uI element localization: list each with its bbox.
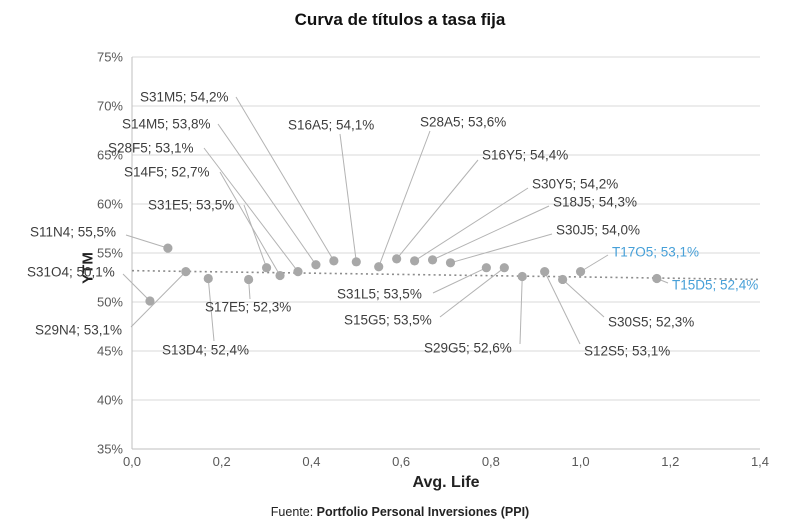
leader-line-S31E5 xyxy=(243,204,268,268)
leader-line-S16A5 xyxy=(339,133,357,262)
y-tick-label: 35% xyxy=(97,442,123,457)
data-point-S31L5 xyxy=(481,263,491,273)
point-label-S16A5: S16A5; 54,1% xyxy=(288,118,374,133)
source-prefix: Fuente: xyxy=(270,505,314,519)
point-label-S31E5: S31E5; 53,5% xyxy=(148,198,234,213)
point-label-S30Y5: S30Y5; 54,2% xyxy=(532,177,618,192)
data-point-S17E5 xyxy=(244,274,254,285)
x-tick-label: 1,4 xyxy=(751,454,769,469)
point-label-S14F5: S14F5; 52,7% xyxy=(124,165,210,180)
y-tick-label: 50% xyxy=(97,295,123,310)
data-point-S30J5 xyxy=(445,258,456,268)
y-tick-label: 75% xyxy=(97,50,123,65)
point-label-S30J5: S30J5; 54,0% xyxy=(556,223,640,238)
point-label-S29N4: S29N4; 53,1% xyxy=(35,323,122,338)
data-point-S29N4 xyxy=(181,267,191,277)
point-label-S15G5: S15G5; 53,5% xyxy=(344,313,432,328)
x-tick-label: 1,0 xyxy=(572,454,590,469)
point-label-S31L5: S31L5; 53,5% xyxy=(337,287,422,302)
leader-line-S16Y5 xyxy=(396,159,479,260)
leader-line-S14F5 xyxy=(219,171,281,276)
leader-line-S29G5 xyxy=(519,276,523,345)
leader-line-S30S5 xyxy=(562,279,605,318)
data-point-S30S5 xyxy=(558,274,568,285)
point-label-S31M5: S31M5; 54,2% xyxy=(140,90,229,105)
data-point-S31E5 xyxy=(261,263,272,273)
data-point-S18J5 xyxy=(427,255,438,265)
point-label-S11N4: S11N4; 55,5% xyxy=(30,225,116,240)
data-point-S16A5 xyxy=(351,257,361,267)
x-tick-label: 0,6 xyxy=(392,454,410,469)
point-label-S29G5: S29G5; 52,6% xyxy=(424,341,512,356)
data-point-S31M5 xyxy=(329,256,339,266)
x-tick-label: 0,8 xyxy=(482,454,500,469)
leader-line-S31M5 xyxy=(235,96,335,262)
point-label-S13D4: S13D4; 52,4% xyxy=(162,343,249,358)
data-point-T15D5 xyxy=(652,273,662,284)
data-point-S29G5 xyxy=(517,271,527,282)
data-point-S31O4 xyxy=(145,296,155,306)
chart-title: Curva de títulos a tasa fija xyxy=(294,10,506,29)
point-label-S31O4: S31O4; 50,1% xyxy=(27,265,115,280)
point-label-S12S5: S12S5; 53,1% xyxy=(584,344,670,359)
leader-line-S30J5 xyxy=(450,233,553,264)
leader-line-S31O4 xyxy=(122,273,151,302)
leader-line-T17O5 xyxy=(580,254,609,273)
y-tick-label: 45% xyxy=(97,344,123,359)
trendline xyxy=(131,269,761,281)
point-label-S17E5: S17E5; 52,3% xyxy=(205,300,291,315)
leader-line-S11N4 xyxy=(125,234,169,249)
data-point-S28F5 xyxy=(293,267,303,277)
data-point-T17O5 xyxy=(575,267,586,277)
x-axis-title: Avg. Life xyxy=(412,474,480,491)
source-name: Portfolio Personal Inversiones (PPI) xyxy=(316,505,530,519)
point-label-T17O5: T17O5; 53,1% xyxy=(612,245,699,260)
source-footer: Fuente: Portfolio Personal Inversiones (… xyxy=(0,505,800,519)
data-point-S16Y5 xyxy=(392,254,402,264)
point-label-S30S5: S30S5; 52,3% xyxy=(608,315,694,330)
data-point-S12S5 xyxy=(540,267,550,277)
point-label-S14M5: S14M5; 53,8% xyxy=(122,117,211,132)
point-label-S28A5: S28A5; 53,6% xyxy=(420,115,506,130)
x-tick-label: 1,2 xyxy=(661,454,679,469)
point-label-S18J5: S18J5; 54,3% xyxy=(553,195,637,210)
data-point-S14M5 xyxy=(311,260,321,270)
leader-line-S15G5 xyxy=(439,267,505,318)
leader-line-S14M5 xyxy=(217,123,317,266)
point-label-T15D5: T15D5; 52,4% xyxy=(672,278,758,293)
data-point-S15G5 xyxy=(499,263,509,273)
data-point-S30Y5 xyxy=(410,256,420,266)
data-point-S11N4 xyxy=(163,243,173,253)
y-tick-label: 60% xyxy=(97,197,123,212)
x-tick-label: 0,0 xyxy=(123,454,141,469)
leader-line-S29N4 xyxy=(130,271,187,328)
point-label-S28F5: S28F5; 53,1% xyxy=(108,141,194,156)
leader-line-S13D4 xyxy=(207,278,215,342)
x-tick-label: 0,4 xyxy=(302,454,320,469)
y-tick-label: 55% xyxy=(97,246,123,261)
y-tick-label: 70% xyxy=(97,99,123,114)
data-point-S28A5 xyxy=(374,262,384,272)
leader-line-S28F5 xyxy=(203,147,299,272)
leader-line-S12S5 xyxy=(544,271,581,345)
x-tick-label: 0,2 xyxy=(213,454,231,469)
leader-line-S18J5 xyxy=(432,205,550,261)
data-point-S13D4 xyxy=(203,273,213,284)
y-tick-label: 65% xyxy=(97,148,123,163)
leader-line-S28A5 xyxy=(378,130,431,267)
data-point-S14F5 xyxy=(275,270,285,281)
point-label-S16Y5: S16Y5; 54,4% xyxy=(482,148,568,163)
leader-line-S30Y5 xyxy=(414,187,529,262)
leader-line-S31L5 xyxy=(432,267,487,294)
y-tick-label: 40% xyxy=(97,393,123,408)
